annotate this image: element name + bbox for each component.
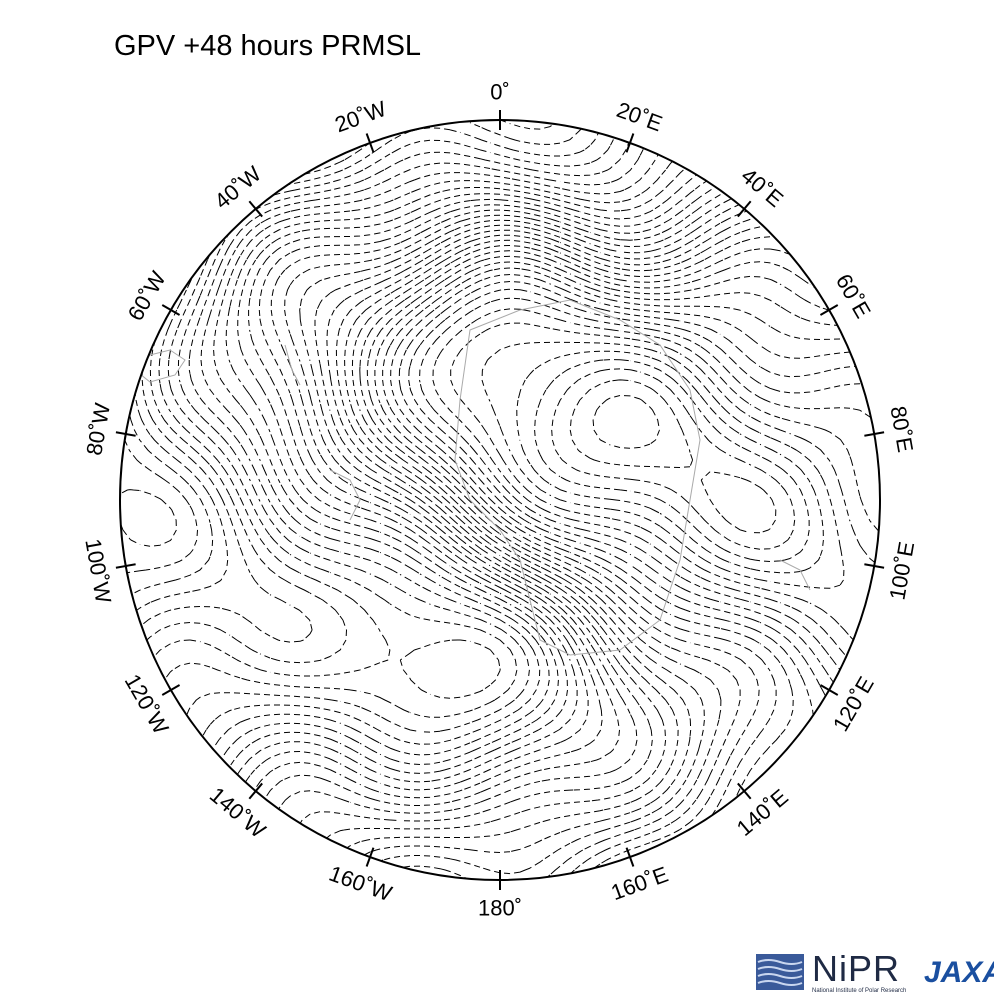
longitude-label: 20˚E [613, 97, 665, 136]
jaxa-logo-text: JAXA [924, 956, 994, 989]
longitude-label: 40˚E [736, 163, 788, 212]
logos: NiPR National Institute of Polar Researc… [756, 948, 996, 996]
nipr-logo-icon [756, 954, 804, 990]
longitude-label: 100˚W [80, 537, 116, 605]
longitude-ticks [115, 110, 885, 890]
isobar-lines [120, 120, 880, 880]
longitude-label: 80˚W [81, 401, 115, 457]
longitude-tick [864, 431, 885, 437]
longitude-tick [737, 782, 752, 800]
longitude-tick [115, 431, 136, 437]
longitude-label: 100˚E [884, 540, 919, 602]
longitude-label: 60˚E [831, 270, 876, 323]
longitude-label: 160˚W [326, 861, 396, 907]
longitude-tick [819, 684, 839, 696]
map-title: GPV +48 hours PRMSL [114, 30, 422, 62]
longitude-tick [248, 782, 263, 800]
longitude-tick [625, 847, 635, 867]
map-frame [119, 119, 881, 881]
longitude-label: 120˚E [828, 672, 879, 735]
coastline-segment [454, 299, 701, 656]
longitude-tick [819, 304, 839, 316]
nipr-logo-text: NiPR [812, 948, 901, 989]
longitude-tick [737, 200, 752, 218]
longitude-tick [115, 563, 136, 569]
longitude-label: 80˚E [885, 404, 918, 454]
longitude-tick [365, 847, 375, 867]
longitude-tick [625, 133, 635, 153]
longitude-tick [864, 563, 885, 569]
longitude-label: 40˚W [210, 161, 267, 214]
longitude-label: 20˚W [332, 96, 390, 138]
longitude-tick [161, 684, 181, 696]
longitude-label: 0˚ [490, 80, 510, 105]
jaxa-logo: JAXA [924, 956, 994, 989]
coastline-segment [779, 559, 811, 591]
longitude-tick [365, 133, 375, 153]
coastline-segment [329, 469, 361, 521]
nipr-logo-subtitle: National Institute of Polar Research [812, 988, 907, 994]
longitude-label: 140˚W [205, 782, 271, 843]
coastline-segment [284, 344, 301, 386]
longitude-tick [161, 304, 181, 316]
pressure-contours [120, 120, 880, 880]
coastlines [134, 299, 811, 656]
coastline-segment [134, 349, 186, 383]
longitude-label: 160˚E [608, 862, 672, 906]
longitude-label: 60˚W [123, 267, 171, 325]
longitude-label: 180˚ [478, 896, 522, 921]
longitude-tick [248, 200, 263, 218]
